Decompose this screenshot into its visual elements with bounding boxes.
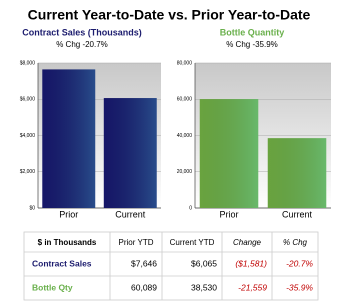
table-header: Prior YTD — [119, 238, 154, 247]
y-tick-label: 60,000 — [177, 97, 193, 103]
chart-subtitle: % Chg -20.7% — [56, 40, 108, 49]
y-tick-label: 20,000 — [177, 169, 193, 175]
row-label: Contract Sales — [32, 258, 92, 268]
page-title: Current Year-to-Date vs. Prior Year-to-D… — [28, 7, 311, 23]
table-cell: $7,646 — [131, 258, 157, 268]
table-cell: -21,559 — [238, 282, 267, 292]
table-header: Current YTD — [170, 238, 215, 247]
x-tick-label: Prior — [219, 209, 238, 219]
chart-title: Bottle Quantity — [220, 27, 285, 37]
chart-subtitle: % Chg -35.9% — [226, 40, 278, 49]
table-header: % Chg — [283, 238, 308, 247]
y-tick-label: $8,000 — [20, 60, 36, 66]
bar-shine — [267, 138, 327, 208]
y-tick-label: 40,000 — [177, 133, 193, 139]
y-tick-label: $0 — [29, 205, 35, 211]
y-tick-label: 80,000 — [177, 60, 193, 66]
bar-shine — [103, 98, 157, 208]
table-header: $ in Thousands — [38, 238, 97, 247]
table-cell: $6,065 — [191, 258, 217, 268]
y-tick-label: $2,000 — [20, 169, 36, 175]
table-bg — [23, 231, 319, 301]
table-cell: ($1,581) — [235, 258, 267, 268]
table-cell: -20.7% — [286, 258, 313, 268]
table-header: Change — [233, 238, 262, 247]
y-tick-label: $6,000 — [20, 97, 36, 103]
table-cell: 60,089 — [131, 282, 157, 292]
row-label: Bottle Qty — [32, 282, 73, 292]
x-tick-label: Current — [282, 209, 313, 219]
chart-title: Contract Sales (Thousands) — [22, 27, 142, 37]
x-tick-label: Current — [115, 209, 146, 219]
bar-shine — [42, 69, 96, 208]
y-tick-label: 0 — [189, 205, 192, 211]
x-tick-label: Prior — [59, 209, 78, 219]
table-cell: 38,530 — [191, 282, 217, 292]
bar-shine — [199, 99, 259, 208]
table-cell: -35.9% — [286, 282, 313, 292]
y-tick-label: $4,000 — [20, 133, 36, 139]
